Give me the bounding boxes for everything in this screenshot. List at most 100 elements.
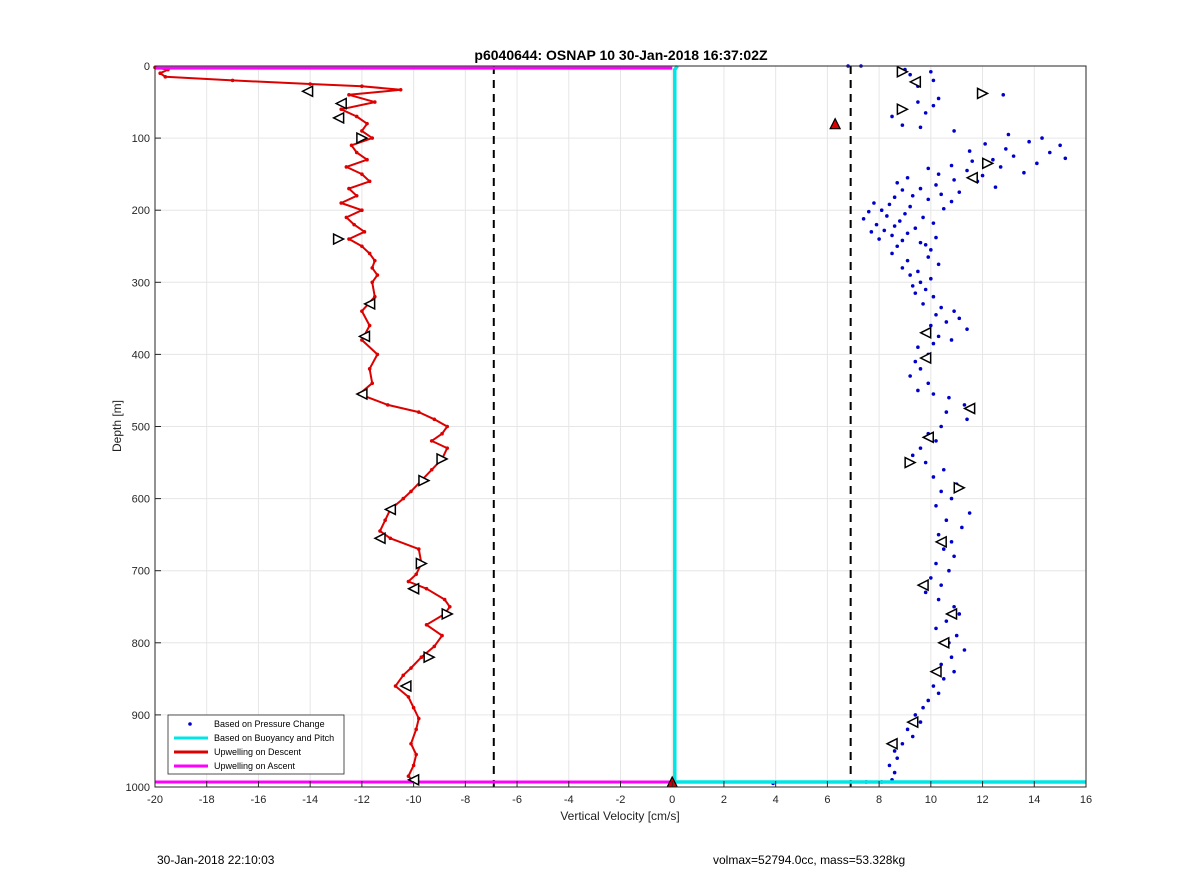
pressure-change-point: [923, 460, 928, 465]
pressure-change-point: [913, 226, 918, 231]
descent-marker: [355, 387, 368, 401]
pressure-change-point: [970, 159, 975, 163]
ascent-marker: [918, 351, 932, 365]
x-tick-label: -20: [147, 794, 163, 806]
ascent-marker: [918, 326, 932, 339]
descent-marker: [423, 651, 436, 664]
pressure-change-point: [921, 215, 925, 220]
pressure-change-point: [905, 258, 910, 263]
ascent-marker: [904, 456, 917, 469]
y-tick-label: 700: [132, 566, 150, 578]
upwelling-descent-point: [373, 294, 377, 299]
upwelling-descent-point: [354, 150, 359, 155]
upwelling-descent-point: [414, 572, 418, 577]
descent-marker: [331, 111, 345, 125]
ascent-marker: [976, 87, 990, 100]
pressure-change-point: [895, 181, 900, 185]
x-tick-label: -2: [616, 794, 626, 806]
pressure-change-point: [939, 489, 943, 494]
pressure-change-point: [872, 201, 876, 205]
pressure-change-point: [947, 568, 951, 573]
upwelling-descent-point: [406, 579, 411, 584]
pressure-change-point: [918, 186, 923, 191]
ascent-marker: [896, 65, 910, 78]
y-axis-label: Depth [m]: [110, 400, 124, 452]
upwelling-descent-point: [401, 673, 406, 678]
upwelling-descent-point: [411, 705, 416, 710]
pressure-change-point: [1058, 143, 1062, 148]
pressure-change-point: [874, 222, 879, 227]
y-tick-label: 800: [132, 638, 150, 650]
x-tick-label: 0: [669, 794, 675, 806]
ascent-marker: [921, 431, 934, 444]
pressure-change-point: [921, 705, 925, 710]
upwelling-descent-point: [409, 666, 413, 670]
pressure-change-point: [944, 518, 949, 523]
pressure-change-point: [936, 262, 941, 267]
pressure-change-point: [898, 219, 902, 223]
upwelling-descent-point: [406, 695, 411, 699]
pressure-change-point: [998, 165, 1003, 169]
pressure-change-point: [947, 395, 951, 400]
pressure-change-point: [954, 633, 959, 638]
upwelling-descent-point: [442, 597, 447, 602]
pressure-change-point: [965, 327, 969, 331]
pressure-change-point: [967, 511, 972, 515]
pressure-change-point: [929, 576, 933, 580]
descent-marker: [415, 557, 429, 570]
pressure-change-point: [949, 163, 954, 168]
x-tick-label: 10: [925, 794, 937, 806]
pressure-change-point: [983, 142, 987, 146]
upwelling-descent-point: [163, 75, 168, 79]
upwelling-descent-point: [393, 684, 398, 688]
pressure-change-point: [931, 475, 936, 479]
x-tick-label: 2: [721, 794, 727, 806]
pressure-change-point: [908, 374, 912, 378]
pressure-change-point: [957, 190, 962, 194]
pressure-change-point: [918, 240, 923, 245]
legend-label: Based on Buoyancy and Pitch: [214, 733, 334, 743]
pressure-change-point: [957, 316, 962, 321]
pressure-change-point: [1047, 150, 1052, 155]
legend: Based on Pressure Change Based on Buoyanc…: [167, 714, 345, 775]
footer-info: volmax=52794.0cc, mass=53.328kg: [713, 853, 906, 867]
pressure-change-point: [926, 166, 931, 171]
x-tick-label: -14: [302, 794, 318, 806]
upwelling-descent-point: [373, 258, 377, 263]
pressure-change-point: [929, 276, 933, 281]
pressure-change-point: [952, 554, 956, 559]
x-tick-label: -6: [512, 794, 522, 806]
ascent-marker: [929, 665, 942, 678]
pressure-change-point: [949, 199, 954, 204]
descent-marker: [332, 232, 346, 246]
upwelling-descent-point: [354, 193, 359, 198]
upwelling-descent-point: [414, 752, 418, 757]
pressure-change-point: [960, 525, 964, 530]
pressure-change-point: [882, 228, 887, 233]
pressure-change-point: [934, 312, 938, 317]
pressure-change-point: [949, 655, 954, 660]
upwelling-descent-point: [385, 403, 390, 407]
pressure-change-point: [934, 504, 938, 508]
x-tick-label: -4: [564, 794, 574, 806]
upwelling-descent-point: [370, 381, 375, 386]
pressure-change-point: [879, 208, 884, 212]
x-tick-label: -8: [460, 794, 470, 806]
pressure-change-point: [900, 123, 905, 127]
pressure-change-point: [965, 168, 969, 173]
pressure-change-point: [929, 248, 933, 252]
legend-label: Upwelling on Descent: [214, 747, 302, 757]
pressure-change-point: [980, 173, 985, 178]
pressure-change-point: [926, 698, 931, 703]
pressure-change-point: [1040, 136, 1044, 140]
pressure-change-point: [918, 446, 923, 450]
pressure-change-point: [910, 284, 915, 288]
pressure-change-point: [944, 320, 949, 324]
pressure-change-point: [936, 532, 941, 537]
pressure-change-point: [934, 439, 938, 443]
pressure-change-point: [900, 741, 905, 746]
pressure-change-point: [900, 238, 905, 243]
ascent-marker: [981, 157, 995, 170]
pressure-change-point: [905, 175, 910, 180]
upwelling-descent-point: [416, 547, 421, 551]
